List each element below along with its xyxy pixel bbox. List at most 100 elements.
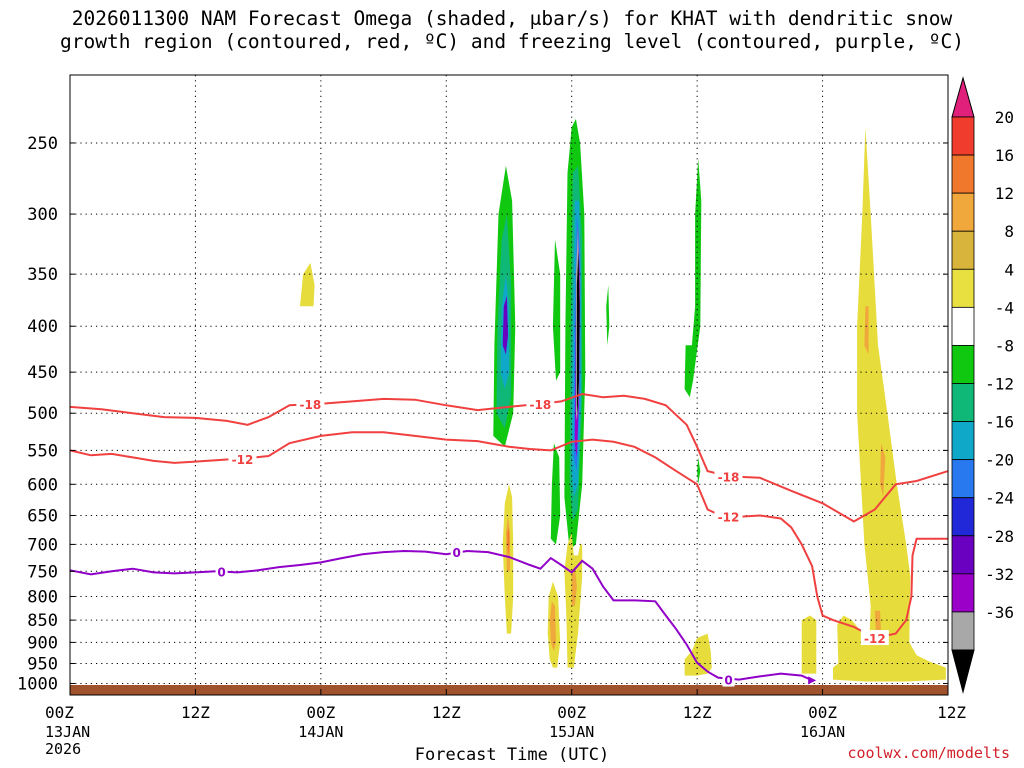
omega-region xyxy=(507,527,510,556)
colorbar-label: -4 xyxy=(995,298,1014,317)
contour-label: -18 xyxy=(530,398,552,412)
contour-label: 0 xyxy=(453,546,461,560)
colorbar-label: -12 xyxy=(985,375,1014,394)
x-tick-label: 00Z xyxy=(306,703,335,722)
colorbar-segment xyxy=(951,116,975,156)
colorbar-label: -28 xyxy=(985,527,1014,546)
omega-region xyxy=(549,601,556,651)
y-tick-label: 500 xyxy=(27,404,58,424)
colorbar-segment xyxy=(951,230,975,270)
freezing-level-marker xyxy=(808,676,817,685)
contour-label-bg xyxy=(450,544,463,560)
x-date-label: 14JAN xyxy=(298,723,343,741)
chart-title-line-1: 2026011300 NAM Forecast Omega (shaded, μ… xyxy=(71,7,953,30)
contour-label: 0 xyxy=(217,565,225,579)
colorbar-segment xyxy=(951,421,975,461)
colorbar-label: 12 xyxy=(995,184,1014,203)
contour-label: -18 xyxy=(300,398,322,412)
colorbar-label: 20 xyxy=(995,108,1014,127)
colorbar-label: 8 xyxy=(1004,222,1014,241)
omega-region xyxy=(571,566,577,607)
omega-region xyxy=(300,262,315,307)
omega-region xyxy=(502,295,508,355)
omega-region xyxy=(697,457,701,485)
colorbar-segment xyxy=(951,345,975,384)
colorbar-segment xyxy=(951,497,975,537)
x-tick-label: 00Z xyxy=(808,703,837,722)
omega-region xyxy=(576,251,580,414)
x-tick-label: 00Z xyxy=(557,703,586,722)
omega-region xyxy=(684,633,712,676)
y-tick-label: 700 xyxy=(27,535,58,555)
omega-region xyxy=(552,239,561,381)
contour-label-bg xyxy=(714,468,743,484)
colorbar-label: -32 xyxy=(985,565,1014,584)
x-tick-label: 12Z xyxy=(683,703,712,722)
colorbar-label: 16 xyxy=(995,146,1014,165)
x-tick-label: 12Z xyxy=(937,703,966,722)
colorbar-label: -24 xyxy=(985,489,1014,508)
y-tick-label: 400 xyxy=(27,317,58,337)
y-tick-label: 250 xyxy=(27,134,58,154)
y-tick-label: 950 xyxy=(27,654,58,674)
contour-label: -18 xyxy=(718,470,740,484)
colorbar-label: -36 xyxy=(985,603,1014,622)
contour-label: -12 xyxy=(232,453,254,467)
y-tick-label: 750 xyxy=(27,562,58,582)
y-tick-label: 850 xyxy=(27,611,58,631)
colorbar-segment xyxy=(951,383,975,422)
x-axis-title: Forecast Time (UTC) xyxy=(414,745,610,765)
x-tick-label: 00Z xyxy=(45,703,74,722)
y-tick-label: 900 xyxy=(27,633,58,653)
plot-frame xyxy=(69,74,949,696)
y-tick-label: 600 xyxy=(27,475,58,495)
omega-region xyxy=(801,615,817,674)
y-tick-label: 650 xyxy=(27,507,58,527)
x-tick-label: 12Z xyxy=(181,703,210,722)
contour-label: -12 xyxy=(864,632,886,646)
y-axis: 2503003504004505005506006507007508008509… xyxy=(17,134,948,694)
colorbar-label: -20 xyxy=(985,451,1014,470)
omega-region xyxy=(684,158,702,398)
colorbar-bottom-arrow xyxy=(951,649,975,694)
colorbar-segment xyxy=(951,268,975,308)
x-year-label: 2026 xyxy=(45,740,81,758)
x-date-label: 16JAN xyxy=(800,723,845,741)
omega-region xyxy=(606,285,610,346)
colorbar-segment xyxy=(951,154,975,194)
colorbar-label: -8 xyxy=(995,336,1014,355)
colorbar-segment xyxy=(951,306,975,346)
contour-label-bg xyxy=(228,450,257,466)
colorbar-label: -16 xyxy=(985,413,1014,432)
chart-title-line-2: growth region (contoured, red, ºC) and f… xyxy=(60,30,964,53)
contour-label: 0 xyxy=(724,674,732,688)
contour-line xyxy=(69,392,949,523)
contour-label-bg xyxy=(215,563,228,579)
credit-link[interactable]: coolwx.com/modelts xyxy=(847,744,1010,762)
colorbar-segment xyxy=(951,611,975,651)
contour-label: -12 xyxy=(718,511,740,525)
omega-region xyxy=(550,443,561,545)
colorbar-top-arrow xyxy=(951,76,975,118)
omega-region xyxy=(833,127,946,682)
contour-label-bg xyxy=(526,395,555,411)
y-tick-label: 550 xyxy=(27,441,58,461)
colorbar-segment xyxy=(951,535,975,575)
ground xyxy=(70,685,948,695)
omega-region xyxy=(874,610,882,634)
contour-label-bg xyxy=(296,395,325,411)
x-date-label: 15JAN xyxy=(549,723,594,741)
colorbar-segment xyxy=(951,192,975,232)
x-tick-label: 12Z xyxy=(432,703,461,722)
contours: -18 -18 -18 -12 -12 -12 0 0 0 xyxy=(69,392,949,688)
y-tick-label: 800 xyxy=(27,587,58,607)
x-date-label: 13JAN xyxy=(45,723,90,741)
ground-band xyxy=(70,685,948,695)
y-tick-label: 350 xyxy=(27,265,58,285)
colorbar: 20 16 12 8 4 -4 -8 -12 -16 -20 -24 -28 -32 -36 xyxy=(951,76,1014,694)
y-tick-label: 1000 xyxy=(17,674,58,694)
contour-label-bg xyxy=(722,671,735,687)
contour-label-bg xyxy=(860,630,889,646)
